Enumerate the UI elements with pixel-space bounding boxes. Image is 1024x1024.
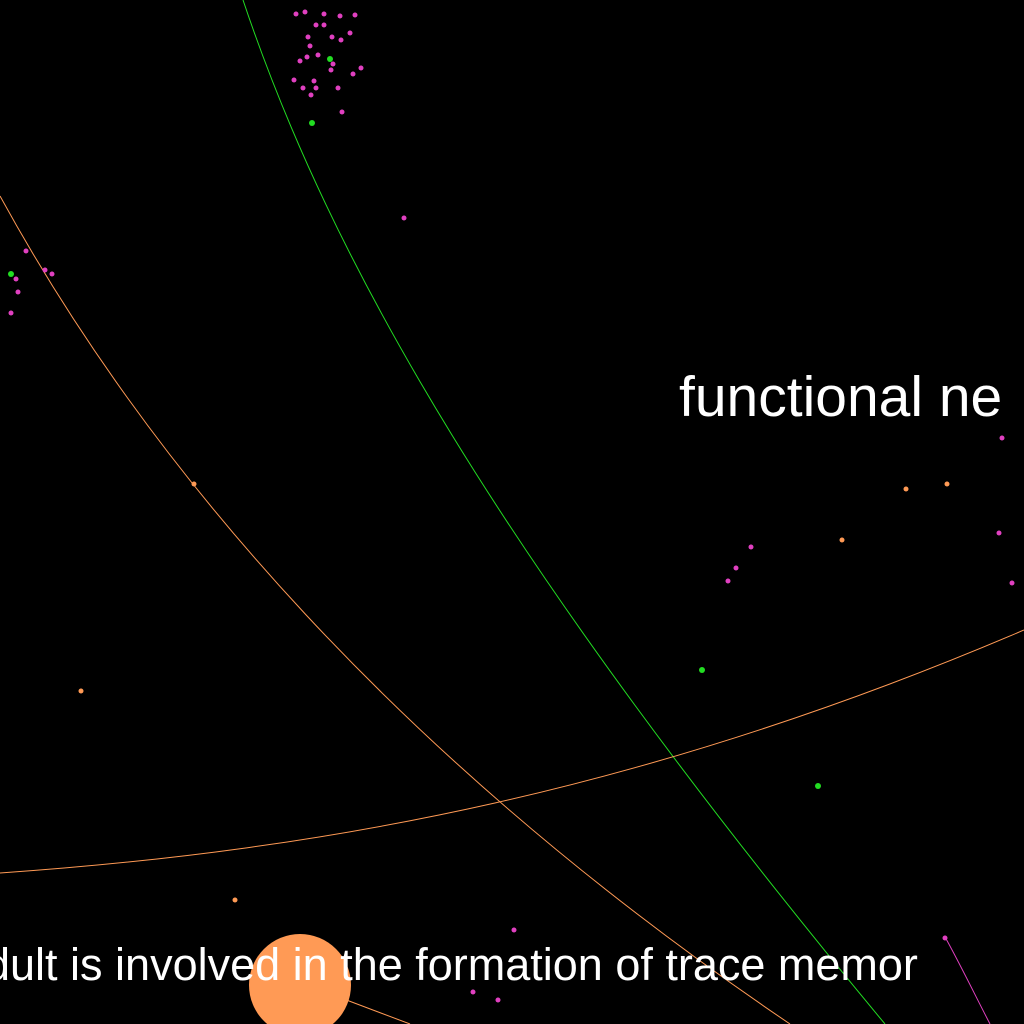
pink-node: [311, 78, 317, 84]
pink-node: [302, 9, 308, 15]
pink-node: [339, 109, 345, 115]
orange-node: [903, 486, 909, 492]
pink-node: [350, 71, 356, 77]
pink-node: [42, 267, 48, 273]
pink-node: [293, 11, 299, 17]
pink-node: [15, 289, 21, 295]
orange-node: [232, 897, 238, 903]
pink-node: [1009, 580, 1015, 586]
pink-node: [307, 43, 313, 49]
pink-node: [470, 989, 476, 995]
pink-node: [300, 85, 306, 91]
pink-node: [13, 276, 19, 282]
pink-node: [725, 578, 731, 584]
orange-node: [944, 481, 950, 487]
orange-node: [191, 481, 197, 487]
pink-node: [308, 92, 314, 98]
pink-node: [328, 67, 334, 73]
large-orange-node: [249, 934, 351, 1024]
edge-pink-short: [944, 936, 991, 1024]
pink-node: [338, 37, 344, 43]
green-node: [699, 667, 705, 673]
pink-node: [321, 22, 327, 28]
green-node: [309, 120, 315, 126]
node-label-trace-memory: dult is involved in the formation of tra…: [0, 939, 918, 990]
pink-node: [347, 30, 353, 36]
pink-node: [999, 435, 1005, 441]
pink-node: [297, 58, 303, 64]
pink-node: [358, 65, 364, 71]
pink-node: [335, 85, 341, 91]
green-node: [327, 56, 333, 62]
pink-node: [305, 34, 311, 40]
pink-node: [495, 997, 501, 1003]
node-layer: [8, 9, 1015, 1024]
edge-orange-arc-left: [0, 195, 791, 1024]
orange-node: [839, 537, 845, 543]
green-node: [8, 271, 14, 277]
pink-node: [748, 544, 754, 550]
pink-node: [329, 34, 335, 40]
edge-green-arc: [242, 0, 886, 1024]
pink-node: [401, 215, 407, 221]
pink-node: [511, 927, 517, 933]
pink-node: [315, 52, 321, 58]
pink-node: [942, 935, 948, 941]
pink-node: [49, 271, 55, 277]
node-label-functional: functional ne: [679, 365, 1003, 429]
edge-orange-arc-bottom: [0, 629, 1024, 874]
pink-node: [733, 565, 739, 571]
pink-node: [337, 13, 343, 19]
pink-node: [304, 54, 310, 60]
pink-node: [23, 248, 29, 254]
green-node: [815, 783, 821, 789]
pink-node: [321, 11, 327, 17]
pink-node: [8, 310, 14, 316]
pink-node: [996, 530, 1002, 536]
pink-node: [313, 85, 319, 91]
pink-node: [291, 77, 297, 83]
pink-node: [330, 61, 336, 67]
orange-node: [78, 688, 84, 694]
pink-node: [352, 12, 358, 18]
pink-node: [313, 22, 319, 28]
